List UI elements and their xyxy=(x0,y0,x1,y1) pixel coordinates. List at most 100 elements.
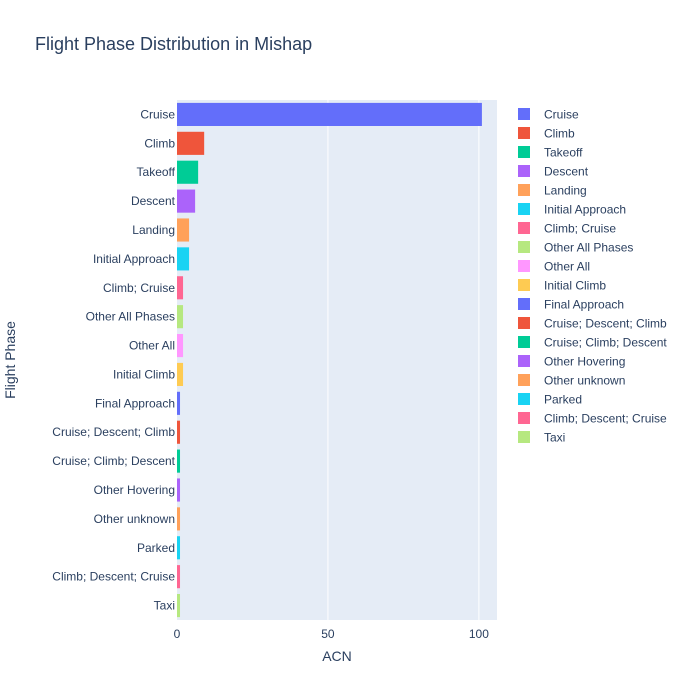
y-tick-label: Climb; Descent; Cruise xyxy=(52,570,175,584)
x-axis-title: ACN xyxy=(322,648,352,664)
legend-label: Cruise; Descent; Climb xyxy=(544,317,667,331)
bar-other-unknown[interactable] xyxy=(177,507,181,531)
legend-label: Initial Climb xyxy=(544,279,606,293)
legend-label: Climb xyxy=(544,127,575,141)
legend-label: Other All Phases xyxy=(544,241,633,255)
y-tick-label: Parked xyxy=(137,541,175,555)
legend-swatch xyxy=(518,241,530,253)
x-tick-labels: 0 50 100 xyxy=(174,627,490,641)
bar-other-all-phases[interactable] xyxy=(177,305,184,329)
legend-item-other-hovering[interactable]: Other Hovering xyxy=(518,355,625,369)
legend-label: Parked xyxy=(544,393,582,407)
legend-item-cruise-descent-climb[interactable]: Cruise; Descent; Climb xyxy=(518,317,667,331)
legend-swatch xyxy=(518,412,530,424)
x-tick-label: 50 xyxy=(321,627,335,641)
legend-swatch xyxy=(518,260,530,272)
y-tick-label: Initial Approach xyxy=(93,252,175,266)
y-tick-label: Other unknown xyxy=(94,512,175,526)
legend-swatch xyxy=(518,431,530,443)
x-tick-label: 100 xyxy=(469,627,489,641)
legend-item-cruise[interactable]: Cruise xyxy=(518,108,579,122)
bar-taxi[interactable] xyxy=(177,594,181,618)
y-tick-label: Cruise; Descent; Climb xyxy=(52,425,175,439)
legend-label: Climb; Descent; Cruise xyxy=(544,412,667,426)
x-tick-label: 0 xyxy=(174,627,181,641)
bar-descent[interactable] xyxy=(177,189,196,213)
legend-label: Other unknown xyxy=(544,374,625,388)
plot-area xyxy=(177,100,497,620)
y-tick-labels: Cruise Climb Takeoff Descent Landing Initial … xyxy=(52,107,175,612)
bar-takeoff[interactable] xyxy=(177,160,199,184)
y-tick-label: Initial Climb xyxy=(113,367,175,381)
legend-swatch xyxy=(518,203,530,215)
legend-swatch xyxy=(518,127,530,139)
legend-label: Climb; Cruise xyxy=(544,222,616,236)
legend-swatch xyxy=(518,374,530,386)
legend-swatch xyxy=(518,279,530,291)
y-tick-label: Takeoff xyxy=(137,165,176,179)
legend-item-taxi[interactable]: Taxi xyxy=(518,431,565,445)
bar-cruise[interactable] xyxy=(177,102,482,126)
legend-swatch xyxy=(518,317,530,329)
legend-item-descent[interactable]: Descent xyxy=(518,165,589,179)
legend-label: Cruise; Climb; Descent xyxy=(544,336,667,350)
legend-swatch xyxy=(518,393,530,405)
legend-label: Other All xyxy=(544,260,590,274)
grid-lines xyxy=(327,100,480,620)
legend-label: Descent xyxy=(544,165,589,179)
legend-swatch xyxy=(518,298,530,310)
legend-item-cruise-climb-descent[interactable]: Cruise; Climb; Descent xyxy=(518,336,667,350)
chart-title: Flight Phase Distribution in Mishap xyxy=(35,34,312,54)
y-tick-label: Other Hovering xyxy=(94,483,175,497)
bar-other-all[interactable] xyxy=(177,334,184,358)
legend-label: Initial Approach xyxy=(544,203,626,217)
legend-item-parked[interactable]: Parked xyxy=(518,393,582,407)
bar-cruise-climb-descent[interactable] xyxy=(177,449,181,473)
y-tick-label: Other All Phases xyxy=(86,310,175,324)
legend-label: Cruise xyxy=(544,108,579,122)
legend-label: Landing xyxy=(544,184,587,198)
y-axis-title: Flight Phase xyxy=(2,321,18,399)
legend-swatch xyxy=(518,355,530,367)
legend-item-other-all-phases[interactable]: Other All Phases xyxy=(518,241,633,255)
legend-label: Taxi xyxy=(544,431,565,445)
legend-item-initial-approach[interactable]: Initial Approach xyxy=(518,203,626,217)
bars xyxy=(177,102,482,618)
y-tick-label: Descent xyxy=(131,194,176,208)
legend-label: Takeoff xyxy=(544,146,583,160)
legend-label: Final Approach xyxy=(544,298,624,312)
y-tick-label: Other All xyxy=(129,339,175,353)
y-tick-label: Landing xyxy=(132,223,175,237)
legend-item-climb-cruise[interactable]: Climb; Cruise xyxy=(518,222,616,236)
legend-swatch xyxy=(518,108,530,120)
legend-swatch xyxy=(518,336,530,348)
bar-other-hovering[interactable] xyxy=(177,478,181,502)
bar-final-approach[interactable] xyxy=(177,391,181,415)
bar-cruise-descent-climb[interactable] xyxy=(177,420,181,444)
bar-climb[interactable] xyxy=(177,131,205,155)
legend-swatch xyxy=(518,165,530,177)
legend-swatch xyxy=(518,222,530,234)
legend-item-final-approach[interactable]: Final Approach xyxy=(518,298,624,312)
legend-item-climb-descent-cruise[interactable]: Climb; Descent; Cruise xyxy=(518,412,667,426)
legend-item-other-all[interactable]: Other All xyxy=(518,260,590,274)
bar-initial-approach[interactable] xyxy=(177,247,190,271)
legend-item-climb[interactable]: Climb xyxy=(518,127,575,141)
legend-swatch xyxy=(518,146,530,158)
y-tick-label: Cruise; Climb; Descent xyxy=(52,454,175,468)
bar-initial-climb[interactable] xyxy=(177,362,184,386)
legend[interactable]: Cruise Climb Takeoff Descent Landing Initial … xyxy=(518,108,667,445)
legend-item-other-unknown[interactable]: Other unknown xyxy=(518,374,625,388)
y-tick-label: Cruise xyxy=(140,107,175,121)
legend-item-initial-climb[interactable]: Initial Climb xyxy=(518,279,606,293)
legend-item-landing[interactable]: Landing xyxy=(518,184,587,198)
bar-parked[interactable] xyxy=(177,536,181,560)
y-tick-label: Taxi xyxy=(154,599,175,613)
bar-climb-cruise[interactable] xyxy=(177,276,184,300)
bar-landing[interactable] xyxy=(177,218,190,242)
legend-item-takeoff[interactable]: Takeoff xyxy=(518,146,583,160)
y-tick-label: Final Approach xyxy=(95,396,175,410)
legend-label: Other Hovering xyxy=(544,355,625,369)
bar-climb-descent-cruise[interactable] xyxy=(177,565,181,589)
